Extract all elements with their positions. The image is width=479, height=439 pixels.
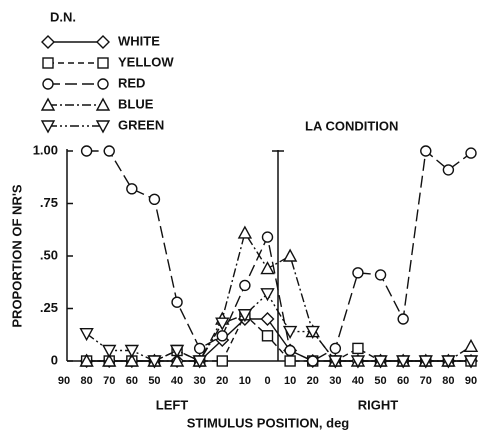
series-line <box>86 318 471 362</box>
marker <box>261 330 274 342</box>
marker <box>282 248 298 262</box>
marker <box>352 267 364 279</box>
x-tick-label: 20 <box>216 375 228 387</box>
marker <box>192 355 207 369</box>
marker <box>193 342 206 355</box>
legend-label: RED <box>118 75 145 90</box>
marker <box>215 317 230 331</box>
marker <box>42 78 54 90</box>
legend-label: WHITE <box>118 33 160 48</box>
marker <box>442 164 455 176</box>
marker <box>463 338 479 352</box>
x-tick-label: 20 <box>307 375 319 387</box>
x-tick-label: 70 <box>103 375 115 387</box>
marker <box>40 97 56 111</box>
x-tick-label: 30 <box>329 375 341 387</box>
y-tick-label: 1.00 <box>33 142 58 157</box>
x-tick-label: 10 <box>239 375 251 387</box>
marker <box>441 355 456 369</box>
x-tick-label: 60 <box>397 375 409 387</box>
marker <box>41 35 55 49</box>
marker <box>282 325 298 340</box>
marker <box>350 355 366 369</box>
y-axis-label: PROPORTION OF NR'S <box>9 184 24 328</box>
marker <box>97 57 109 69</box>
marker <box>260 261 275 275</box>
marker <box>96 35 110 49</box>
legend-label: YELLOW <box>118 54 174 69</box>
marker <box>374 269 387 281</box>
series-line <box>86 313 471 362</box>
x-tick-label: 80 <box>80 375 92 387</box>
marker <box>284 355 296 367</box>
legend-title: D.N. <box>50 9 76 24</box>
annotation: LA CONDITION <box>305 118 398 133</box>
marker <box>79 353 94 367</box>
marker <box>124 344 140 358</box>
x-tick-label: 0 <box>264 375 270 387</box>
marker <box>95 97 111 111</box>
marker <box>216 330 228 342</box>
x-tick-label: 70 <box>420 375 432 387</box>
marker <box>97 78 109 90</box>
x-tick-label: 90 <box>465 375 477 387</box>
marker <box>307 355 319 367</box>
marker <box>102 344 117 358</box>
marker <box>40 120 56 134</box>
marker <box>418 355 433 369</box>
marker <box>237 225 253 239</box>
marker <box>420 145 432 157</box>
marker <box>465 147 477 159</box>
marker <box>148 193 161 206</box>
marker <box>260 288 275 302</box>
x-tick-label: 10 <box>284 375 296 387</box>
x-side-label: RIGHT <box>358 397 399 412</box>
marker <box>261 231 274 243</box>
marker <box>216 355 228 367</box>
y-tick-label: .25 <box>40 300 58 315</box>
y-tick-label: .75 <box>40 195 58 210</box>
x-tick-label: 40 <box>352 375 364 387</box>
x-tick-label: 80 <box>442 375 454 387</box>
marker <box>79 328 94 342</box>
marker <box>169 344 185 358</box>
marker <box>147 355 162 369</box>
x-tick-label: 60 <box>126 375 138 387</box>
marker <box>463 355 479 369</box>
x-side-label: LEFT <box>156 397 189 412</box>
marker <box>352 342 364 355</box>
marker <box>397 313 409 325</box>
x-tick-label: 30 <box>194 375 206 387</box>
series-line <box>86 292 471 362</box>
marker <box>373 355 388 369</box>
marker <box>260 312 275 326</box>
legend-label: GREEN <box>118 117 164 132</box>
marker <box>169 353 185 367</box>
marker <box>124 353 140 367</box>
y-tick-label: .50 <box>40 247 58 262</box>
marker <box>329 342 342 355</box>
marker <box>95 120 111 134</box>
marker <box>284 344 296 357</box>
x-tick-label: 50 <box>374 375 386 387</box>
legend-label: BLUE <box>118 96 154 111</box>
x-tick-label: 40 <box>171 375 183 387</box>
series-line <box>86 149 472 362</box>
marker <box>237 309 253 323</box>
x-tick-label: 50 <box>148 375 160 387</box>
x-tick-label: 90 <box>58 375 70 387</box>
marker <box>305 325 320 340</box>
marker <box>42 57 54 69</box>
marker <box>239 279 251 292</box>
marker <box>171 296 183 308</box>
marker <box>103 145 115 157</box>
marker <box>126 183 138 195</box>
x-axis-label: STIMULUS POSITION, deg <box>187 415 350 430</box>
y-tick-label: 0 <box>51 352 58 367</box>
marker <box>395 355 411 369</box>
marker <box>80 145 93 157</box>
marker <box>328 355 343 369</box>
marker <box>102 353 117 367</box>
